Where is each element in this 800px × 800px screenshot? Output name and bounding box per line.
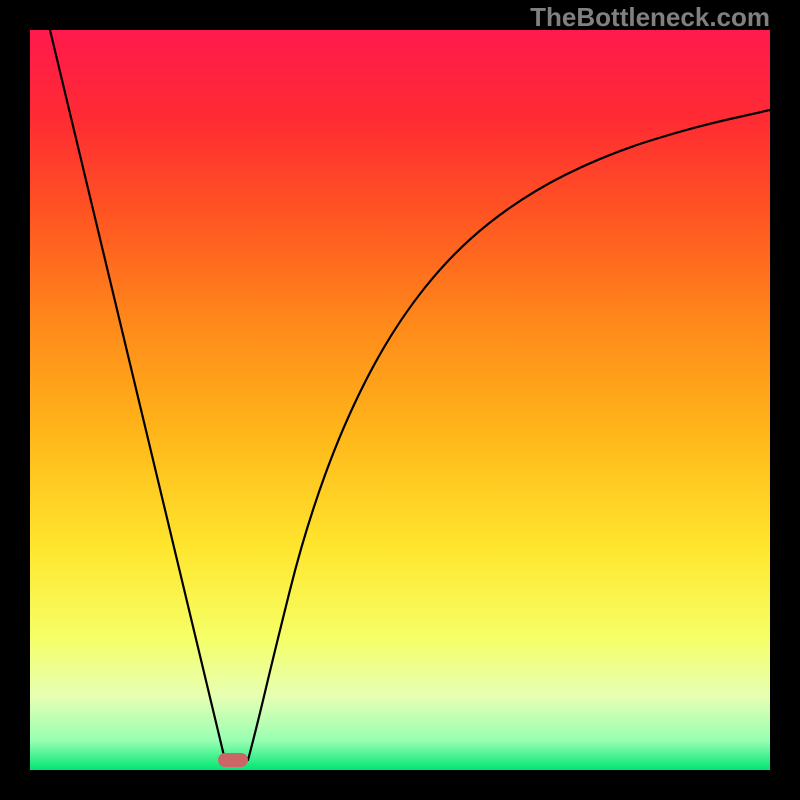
minimum-marker: [218, 753, 248, 767]
chart-container: TheBottleneck.com: [0, 0, 800, 800]
watermark-text: TheBottleneck.com: [530, 2, 770, 33]
plot-area: [30, 30, 770, 770]
plot-gradient-background: [30, 30, 770, 770]
